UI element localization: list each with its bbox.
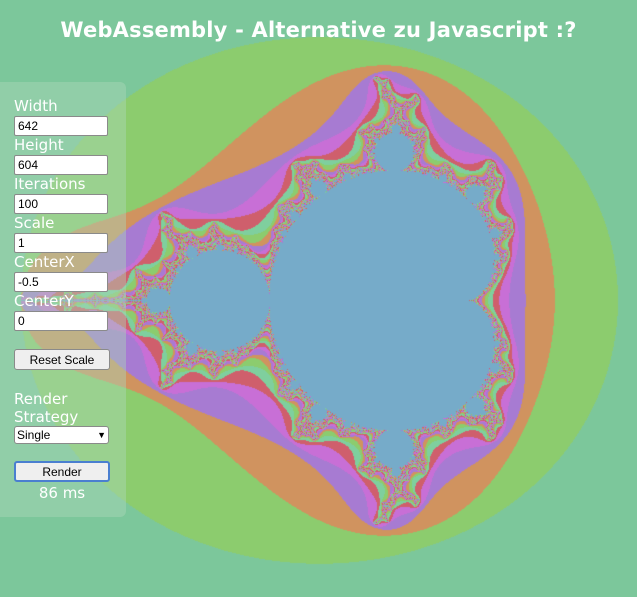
reset-scale-button[interactable]: Reset Scale — [14, 349, 110, 370]
iterations-input[interactable] — [14, 194, 108, 214]
scale-input[interactable] — [14, 233, 108, 253]
centerx-input[interactable] — [14, 272, 108, 292]
render-time: 86 ms — [38, 484, 86, 502]
width-field: Width — [14, 98, 108, 136]
iterations-field: Iterations — [14, 176, 108, 214]
chevron-down-icon: ▼ — [97, 430, 106, 440]
render-strategy-value: Single — [17, 428, 51, 442]
height-input[interactable] — [14, 155, 108, 175]
render-strategy-select[interactable]: Single ▼ — [14, 426, 109, 444]
height-field: Height — [14, 137, 108, 175]
centerx-label: CenterX — [14, 253, 75, 271]
width-input[interactable] — [14, 116, 108, 136]
height-label: Height — [14, 136, 64, 154]
render-strategy-label: Render Strategy — [14, 390, 79, 426]
centery-field: CenterY — [14, 293, 108, 331]
page-title: WebAssembly - Alternative zu Javascript … — [60, 18, 577, 42]
control-panel: Width Height Iterations Scale CenterX Ce… — [0, 82, 126, 517]
centery-input[interactable] — [14, 311, 108, 331]
centery-label: CenterY — [14, 292, 74, 310]
scale-field: Scale — [14, 215, 108, 253]
scale-label: Scale — [14, 214, 55, 232]
width-label: Width — [14, 97, 58, 115]
centerx-field: CenterX — [14, 254, 108, 292]
render-button[interactable]: Render — [14, 461, 110, 482]
iterations-label: Iterations — [14, 175, 86, 193]
